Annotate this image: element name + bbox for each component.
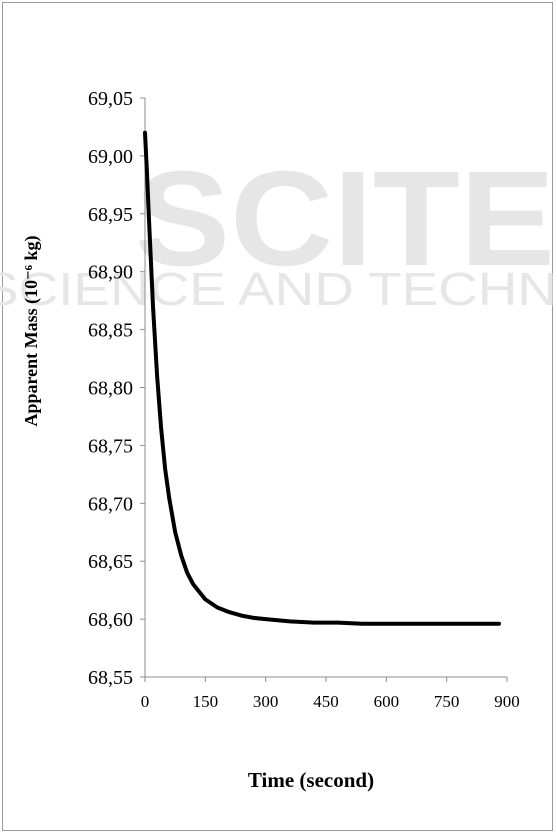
- x-tick-label: 300: [253, 692, 279, 711]
- y-tick-label: 68,80: [88, 378, 133, 400]
- x-tick-label: 0: [141, 692, 150, 711]
- y-tick-label: 68,55: [88, 667, 133, 689]
- axes: [140, 97, 508, 682]
- x-tick-label: 600: [374, 692, 400, 711]
- series-layer: [143, 130, 501, 626]
- y-axis-title: Apparent Mass (10⁻⁶ kg): [21, 235, 42, 426]
- y-tick-label: 68,60: [88, 609, 133, 631]
- y-tick-label: 68,70: [88, 493, 133, 515]
- x-tick-label: 450: [313, 692, 339, 711]
- x-tick-label: 900: [494, 692, 520, 711]
- series-line-0: [143, 130, 501, 626]
- y-tick-label: 69,05: [88, 88, 133, 110]
- y-tick-label: 68,90: [88, 262, 133, 284]
- y-tick-label: 68,95: [88, 204, 133, 226]
- tick-labels: 68,55 68,60 68,65 68,70 68,75 68,80 68,85 68,90…: [88, 88, 520, 711]
- x-tick-label: 750: [434, 692, 460, 711]
- x-tick-label: 150: [193, 692, 219, 711]
- y-tick-label: 68,75: [88, 435, 133, 457]
- y-tick-label: 68,85: [88, 320, 133, 342]
- watermark-line2: SCIENCE AND TECHN: [0, 263, 557, 315]
- y-tick-label: 68,65: [88, 551, 133, 573]
- y-tick-label: 69,00: [88, 146, 133, 168]
- watermark-line1: SCITE: [135, 143, 555, 294]
- watermark: SCITE SCIENCE AND TECHN: [0, 143, 557, 315]
- x-axis-title: Time (second): [248, 768, 374, 792]
